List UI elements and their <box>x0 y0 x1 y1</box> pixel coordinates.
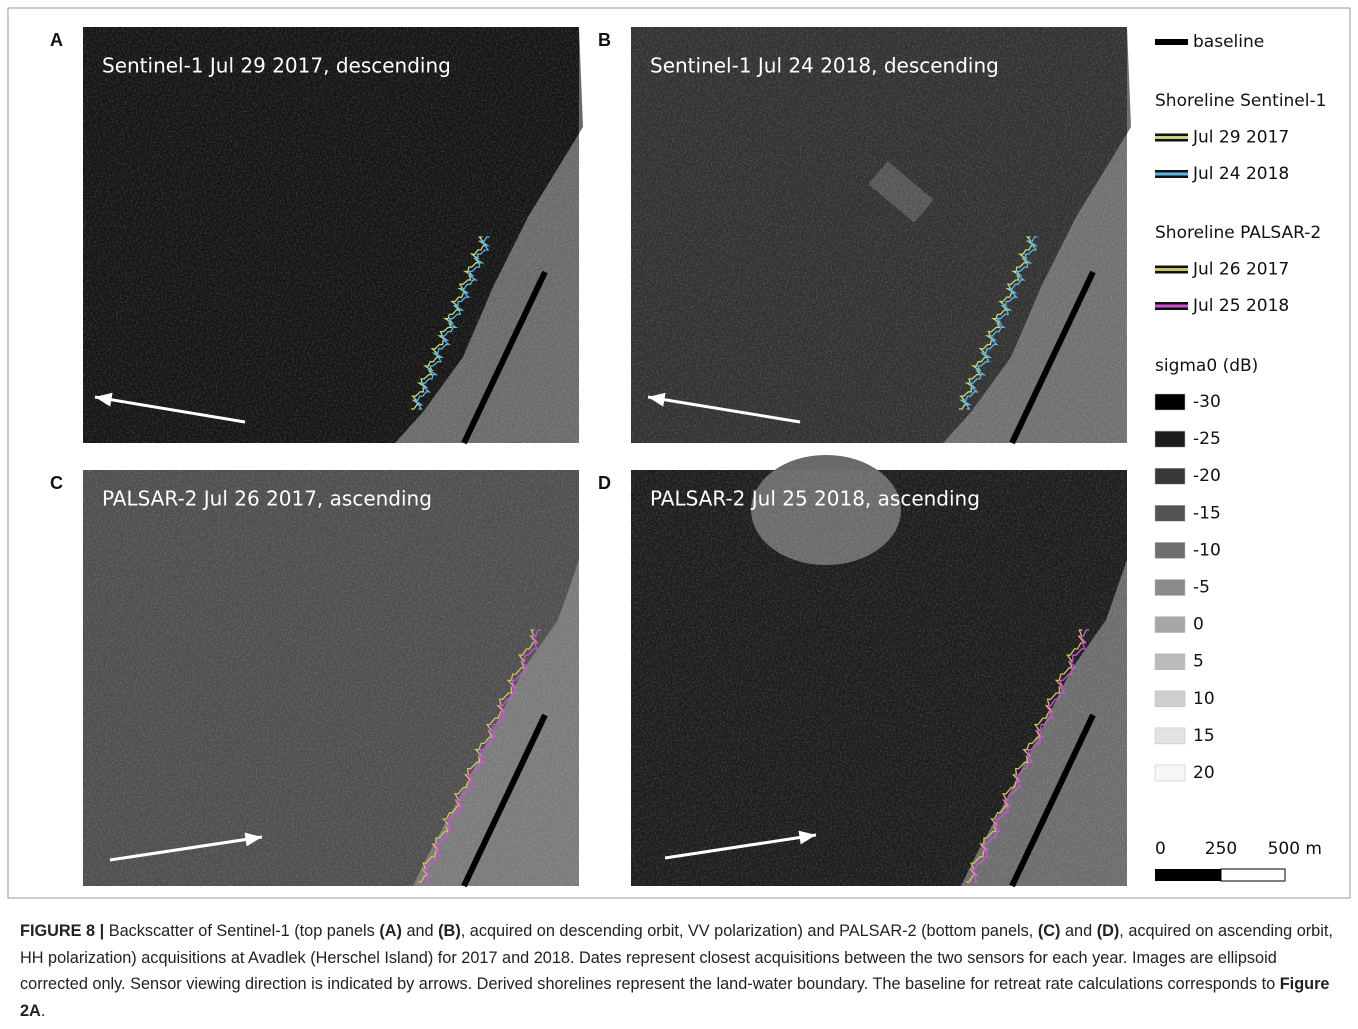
legend-sigma-title: sigma0 (dB) <box>1155 356 1258 376</box>
legend-color-swatch <box>1155 765 1185 781</box>
legend-label: -25 <box>1193 429 1221 449</box>
legend-label: 0 <box>1193 615 1204 635</box>
legend-label: Jul 25 2018 <box>1192 296 1289 316</box>
figure: A Sentinel-1 Jul 29 2017, descending B Sent… <box>0 0 1358 905</box>
caption-text: Backscatter of Sentinel-1 (top panels <box>109 922 380 940</box>
caption-text: and <box>1060 922 1096 940</box>
scale-label: 0 <box>1155 839 1166 859</box>
caption-text: . <box>41 1002 46 1020</box>
legend-label: -30 <box>1193 392 1221 412</box>
caption-text: (A) <box>379 922 402 940</box>
caption-text: (C) <box>1038 922 1061 940</box>
scale-bar-black <box>1155 869 1221 881</box>
panel-letter: A <box>50 30 63 50</box>
legend-label: Jul 29 2017 <box>1192 128 1289 148</box>
caption-text: FIGURE 8 | <box>20 922 109 940</box>
legend-label: 5 <box>1193 652 1204 672</box>
panel <box>631 455 1127 886</box>
panel-title: PALSAR-2 Jul 26 2017, ascending <box>102 487 432 511</box>
panel-title: Sentinel-1 Jul 29 2017, descending <box>102 54 451 78</box>
legend-label: Jul 24 2018 <box>1192 164 1289 184</box>
legend-color-swatch <box>1155 505 1185 521</box>
panel-letter: C <box>50 473 63 493</box>
legend-label: 20 <box>1193 763 1215 783</box>
panel <box>83 27 583 443</box>
page: A Sentinel-1 Jul 29 2017, descending B Sent… <box>0 0 1358 1029</box>
legend-color-swatch <box>1155 394 1185 410</box>
legend-color-swatch <box>1155 617 1185 633</box>
legend-label: 10 <box>1193 689 1215 709</box>
legend-group-title: Shoreline Sentinel-1 <box>1155 91 1326 111</box>
image-grain <box>83 27 579 443</box>
legend-color-swatch <box>1155 431 1185 447</box>
legend-color-swatch <box>1155 580 1185 596</box>
legend-color-swatch <box>1155 691 1185 707</box>
legend-label: -15 <box>1193 503 1221 523</box>
scale-label: 250 <box>1205 839 1237 859</box>
caption-text: , acquired on descending orbit, VV polar… <box>461 922 1038 940</box>
panel-title: PALSAR-2 Jul 25 2018, ascending <box>650 487 980 511</box>
legend-label: -10 <box>1193 540 1221 560</box>
panel <box>631 27 1131 443</box>
legend-color-swatch <box>1155 728 1185 744</box>
legend-label: 15 <box>1193 726 1215 746</box>
legend-label: -5 <box>1193 578 1210 598</box>
image-grain <box>631 470 1127 886</box>
legend-group-title: Shoreline PALSAR-2 <box>1155 223 1321 243</box>
panel-title: Sentinel-1 Jul 24 2018, descending <box>650 54 999 78</box>
caption-text: (D) <box>1097 922 1120 940</box>
scale-label: 500 m <box>1268 839 1322 859</box>
scale-bar-white <box>1221 869 1285 881</box>
image-grain <box>631 27 1127 443</box>
panel <box>83 470 579 886</box>
caption-text: (B) <box>438 922 461 940</box>
legend-label: Jul 26 2017 <box>1192 260 1289 280</box>
caption: FIGURE 8 | Backscatter of Sentinel-1 (to… <box>20 918 1342 1024</box>
panel-letter: B <box>598 30 611 50</box>
legend-color-swatch <box>1155 542 1185 558</box>
panel-letter: D <box>598 473 611 493</box>
image-grain <box>83 470 579 886</box>
legend-color-swatch <box>1155 654 1185 670</box>
legend-label: baseline <box>1193 32 1264 52</box>
legend-color-swatch <box>1155 468 1185 484</box>
legend-label: -20 <box>1193 466 1221 486</box>
caption-text: and <box>402 922 438 940</box>
